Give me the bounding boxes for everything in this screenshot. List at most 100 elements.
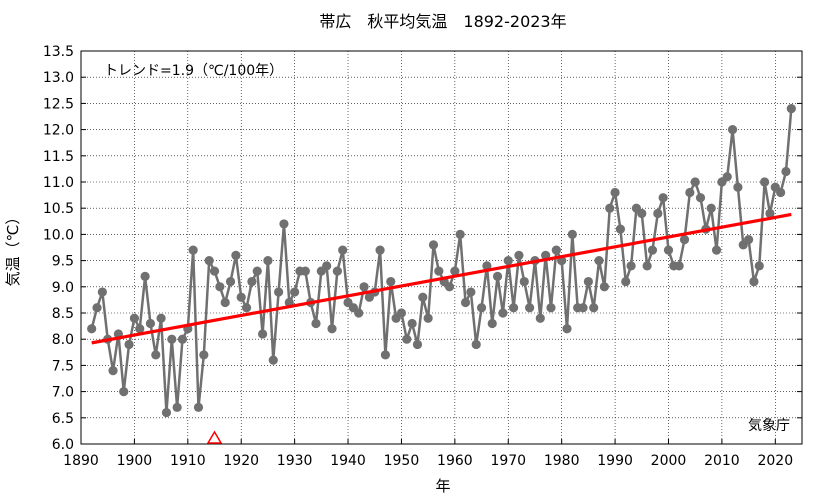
data-point (167, 334, 177, 344)
data-point (257, 329, 268, 339)
data-point (626, 261, 636, 271)
data-point (140, 271, 150, 281)
x-tick-label: 1930 (277, 453, 313, 469)
data-point (396, 308, 407, 318)
data-point (225, 276, 236, 287)
data-point (786, 104, 796, 114)
data-point (578, 303, 588, 313)
data-point (311, 318, 321, 329)
data-point (204, 256, 214, 266)
y-tick-label: 11.0 (43, 175, 74, 191)
data-point (621, 276, 631, 287)
y-tick-label: 12.5 (43, 96, 74, 112)
data-point (525, 303, 535, 313)
data-point (610, 187, 620, 198)
data-point (642, 261, 652, 271)
data-point (332, 266, 342, 276)
data-point (220, 297, 230, 308)
data-point (423, 313, 433, 323)
data-point (359, 282, 369, 292)
data-point (300, 266, 310, 276)
y-tick-label: 8.0 (52, 332, 74, 348)
y-tick-label: 9.5 (52, 254, 74, 270)
y-tick-label: 7.0 (52, 385, 74, 401)
x-tick-label: 1940 (330, 453, 366, 469)
data-point (402, 334, 412, 344)
x-tick-label: 1950 (384, 453, 420, 469)
x-tick-label: 1900 (117, 453, 153, 469)
data-point (354, 308, 364, 318)
data-point (247, 276, 257, 287)
x-axis-ticks: 1890 1900 1910 1920 1930 1940 1950 1960 1970 1980… (63, 439, 793, 469)
data-point (567, 229, 577, 239)
y-tick-label: 6.5 (52, 411, 74, 427)
y-axis-title: 気温（℃） (4, 210, 22, 287)
data-point (97, 287, 107, 297)
data-point (418, 292, 428, 302)
data-point (487, 318, 497, 329)
data-point (268, 355, 278, 365)
data-point (685, 187, 695, 198)
data-point (466, 287, 476, 297)
data-point (236, 292, 246, 302)
data-point (690, 177, 700, 187)
data-point (199, 350, 209, 360)
data-point (177, 334, 188, 344)
data-point (327, 324, 337, 334)
data-point (749, 276, 759, 287)
data-point (124, 339, 134, 350)
x-tick-label: 1920 (223, 453, 259, 469)
plot-frame (80, 50, 803, 445)
y-tick-label: 9.0 (52, 280, 74, 296)
data-point (776, 187, 786, 198)
x-tick-label: 1890 (63, 453, 99, 469)
data-point (460, 297, 471, 308)
data-point (407, 318, 417, 329)
data-point (241, 303, 252, 313)
data-point (263, 256, 273, 266)
marker-layer (206, 430, 223, 444)
y-tick-label: 8.5 (52, 306, 74, 322)
data-point (145, 318, 156, 329)
data-point (519, 276, 529, 287)
x-tick-label: 2000 (651, 453, 687, 469)
data-point (386, 276, 396, 287)
data-point (492, 271, 503, 281)
data-point (695, 193, 706, 203)
data-point (589, 303, 599, 313)
data-point (338, 245, 348, 255)
data-point (498, 308, 508, 318)
data-point (119, 387, 129, 397)
data-point (637, 208, 647, 219)
data-point (444, 282, 455, 292)
data-point (135, 324, 145, 334)
x-axis-title: 年 (435, 477, 450, 495)
y-axis-ticks: 6.0 6.5 7.0 7.5 8.0 8.5 9.0 9.5 10.0 10.5 11.0 11.5… (43, 44, 802, 453)
data-point (653, 208, 663, 219)
data-point (151, 350, 161, 360)
data-point (599, 282, 609, 292)
y-tick-label: 13.5 (43, 44, 74, 60)
data-point (679, 235, 690, 245)
data-point (482, 261, 492, 271)
data-point (562, 324, 572, 334)
data-point (583, 276, 593, 287)
data-point (434, 266, 444, 276)
data-point (172, 402, 182, 412)
data-point (231, 250, 241, 260)
data-point (674, 261, 684, 271)
y-tick-label: 12.0 (43, 123, 74, 139)
data-point (754, 261, 764, 271)
y-tick-label: 11.5 (43, 149, 74, 165)
data-point (322, 261, 332, 271)
data-point (428, 240, 439, 250)
data-point (615, 224, 626, 234)
x-tick-label: 1970 (490, 453, 526, 469)
data-point (546, 303, 556, 313)
x-tick-label: 2020 (757, 453, 793, 469)
x-tick-label: 1980 (544, 453, 580, 469)
data-point (760, 177, 770, 187)
data-point (375, 245, 385, 255)
data-point (508, 303, 519, 313)
